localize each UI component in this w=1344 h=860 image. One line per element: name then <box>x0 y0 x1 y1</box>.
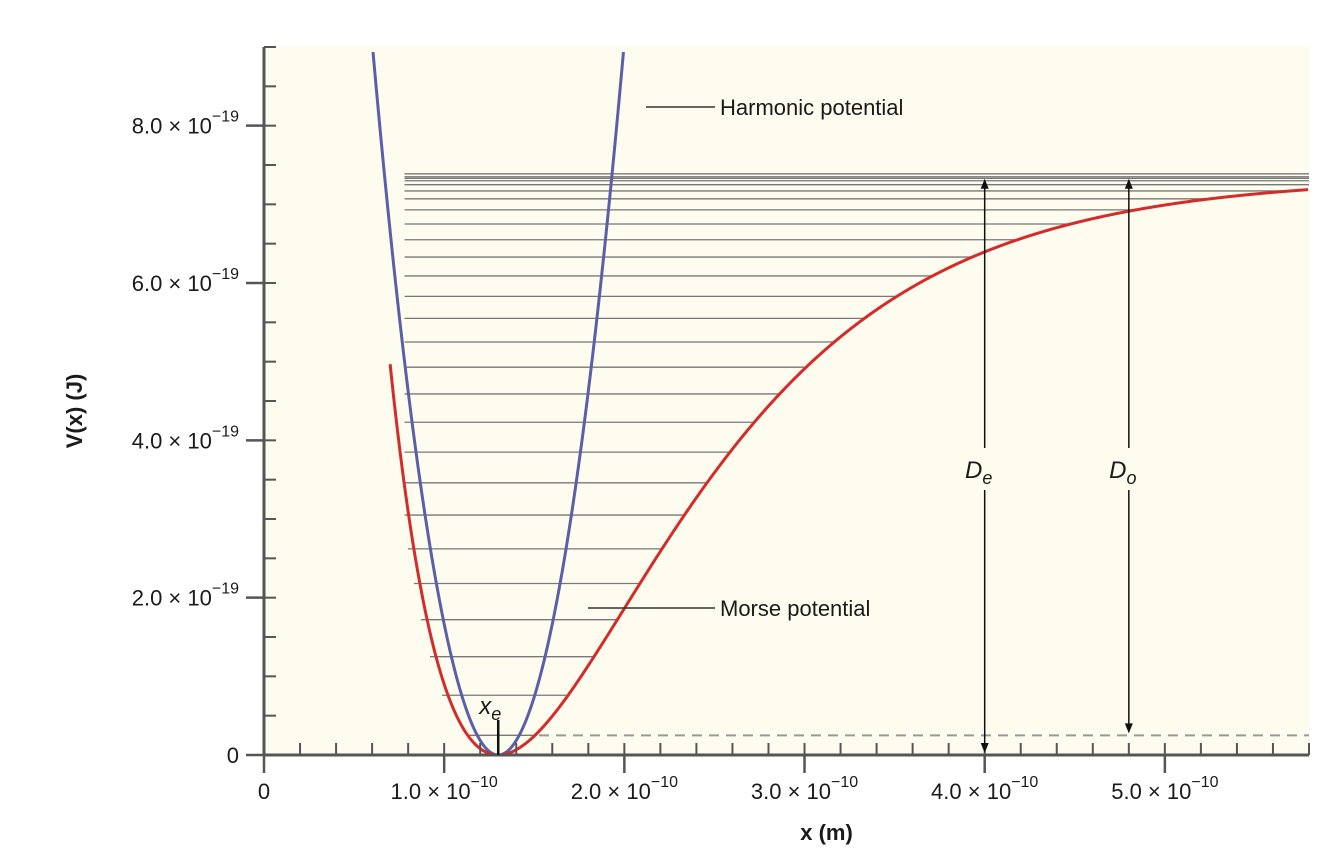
De-label-sub: e <box>982 468 992 488</box>
y-tick-label: 4.0 × 10−19 <box>132 423 239 453</box>
y-tick-label-base: 8.0 × 10 <box>132 114 212 139</box>
x-tick-label-exp: −10 <box>1011 774 1038 791</box>
morse-label: Morse potential <box>720 596 870 621</box>
D0-arrowhead-bottom <box>1124 723 1133 734</box>
x-axis-title: x (m) <box>800 820 853 845</box>
y-tick-label-exp: −19 <box>212 109 239 126</box>
x-tick-label-base: 3.0 × 10 <box>751 779 831 804</box>
y-tick-label: 8.0 × 10−19 <box>132 109 239 139</box>
x-tick-label: 3.0 × 10−10 <box>751 774 858 804</box>
x-tick-label-exp: −10 <box>471 774 498 791</box>
x-tick-label-base: 4.0 × 10 <box>931 779 1011 804</box>
y-tick-label: 6.0 × 10−19 <box>132 266 239 296</box>
y-tick-label-exp: −19 <box>212 423 239 440</box>
y-tick-label: 2.0 × 10−19 <box>132 581 239 611</box>
y-tick-label-base: 0 <box>227 743 239 768</box>
D0-label: Do <box>1109 457 1136 488</box>
xe-label-sub: e <box>491 704 501 724</box>
De-arrowhead-top <box>980 178 989 189</box>
x-tick-label: 1.0 × 10−10 <box>391 774 498 804</box>
De-arrowhead-bottom <box>980 743 989 753</box>
x-tick-label: 4.0 × 10−10 <box>931 774 1038 804</box>
x-tick-label: 0 <box>258 779 270 804</box>
plot-background <box>264 47 1309 755</box>
harmonic-label: Harmonic potential <box>720 95 903 120</box>
x-tick-label-exp: −10 <box>651 774 678 791</box>
x-tick-label-base: 5.0 × 10 <box>1111 779 1191 804</box>
x-tick-label-base: 2.0 × 10 <box>571 779 651 804</box>
De-label: De <box>965 457 992 488</box>
x-tick-label-base: 1.0 × 10 <box>391 779 471 804</box>
xe-label: xe <box>478 693 501 724</box>
D0-arrowhead-top <box>1124 178 1133 189</box>
y-tick-label: 0 <box>227 743 239 768</box>
De-label-base: D <box>965 457 982 484</box>
x-tick-label: 2.0 × 10−10 <box>571 774 678 804</box>
y-tick-label-base: 2.0 × 10 <box>132 586 212 611</box>
D0-label-sub: o <box>1126 468 1136 488</box>
D0-label-base: D <box>1109 457 1126 484</box>
y-tick-label-base: 6.0 × 10 <box>132 271 212 296</box>
y-axis-title: V(x) (J) <box>62 374 87 449</box>
x-tick-label-exp: −10 <box>1191 774 1218 791</box>
x-tick-label-exp: −10 <box>831 774 858 791</box>
xe-label-base: x <box>478 693 492 720</box>
y-tick-label-base: 4.0 × 10 <box>132 428 212 453</box>
x-tick-label-base: 0 <box>258 779 270 804</box>
axes: 02.0 × 10−194.0 × 10−196.0 × 10−198.0 × … <box>62 46 1310 845</box>
y-tick-label-exp: −19 <box>212 581 239 598</box>
energy-levels <box>404 173 1309 737</box>
x-tick-label: 5.0 × 10−10 <box>1111 774 1218 804</box>
morse-potential-curve <box>388 188 1309 757</box>
y-tick-label-exp: −19 <box>212 266 239 283</box>
